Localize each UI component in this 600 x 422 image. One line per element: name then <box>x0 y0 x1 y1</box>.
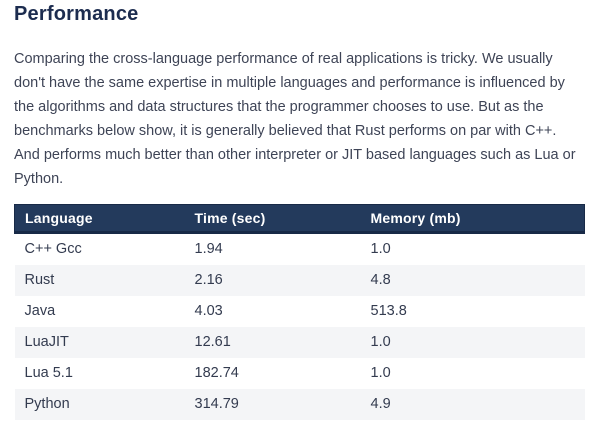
table-row: LuaJIT 12.61 1.0 <box>14 327 585 358</box>
memory-cell: 4.9 <box>360 389 585 420</box>
language-cell: Rust <box>14 265 185 296</box>
column-header-time: Time (sec) <box>184 204 361 234</box>
column-header-language: Language <box>14 204 185 234</box>
table-row: C++ Gcc 1.94 1.0 <box>14 232 585 265</box>
time-cell: 1.94 <box>184 232 361 265</box>
time-cell: 2.16 <box>184 265 361 296</box>
time-cell: 12.61 <box>184 327 361 358</box>
page-title: Performance <box>14 3 139 25</box>
language-cell: Lua 5.1 <box>14 358 185 389</box>
time-cell: 314.79 <box>184 389 361 420</box>
table-row: Lua 5.1 182.74 1.0 <box>14 358 585 389</box>
language-cell: LuaJIT <box>14 327 185 358</box>
language-cell: C++ Gcc <box>14 232 185 265</box>
memory-cell: 4.8 <box>360 265 585 296</box>
content-area: Performance Comparing the cross-language… <box>14 0 586 420</box>
memory-cell: 513.8 <box>360 296 585 327</box>
benchmark-table: Language Time (sec) Memory (mb) C++ Gcc … <box>14 204 585 420</box>
memory-cell: 1.0 <box>360 327 585 358</box>
table-row: Rust 2.16 4.8 <box>14 265 585 296</box>
memory-cell: 1.0 <box>360 358 585 389</box>
column-header-memory: Memory (mb) <box>360 204 585 234</box>
language-cell: Python <box>14 389 185 420</box>
table-row: Python 314.79 4.9 <box>14 389 585 420</box>
table-row: Java 4.03 513.8 <box>14 296 585 327</box>
memory-cell: 1.0 <box>360 232 585 265</box>
language-cell: Java <box>14 296 185 327</box>
table-header-row: Language Time (sec) Memory (mb) <box>14 204 585 234</box>
time-cell: 182.74 <box>184 358 361 389</box>
time-cell: 4.03 <box>184 296 361 327</box>
intro-paragraph: Comparing the cross-language performance… <box>14 51 576 187</box>
